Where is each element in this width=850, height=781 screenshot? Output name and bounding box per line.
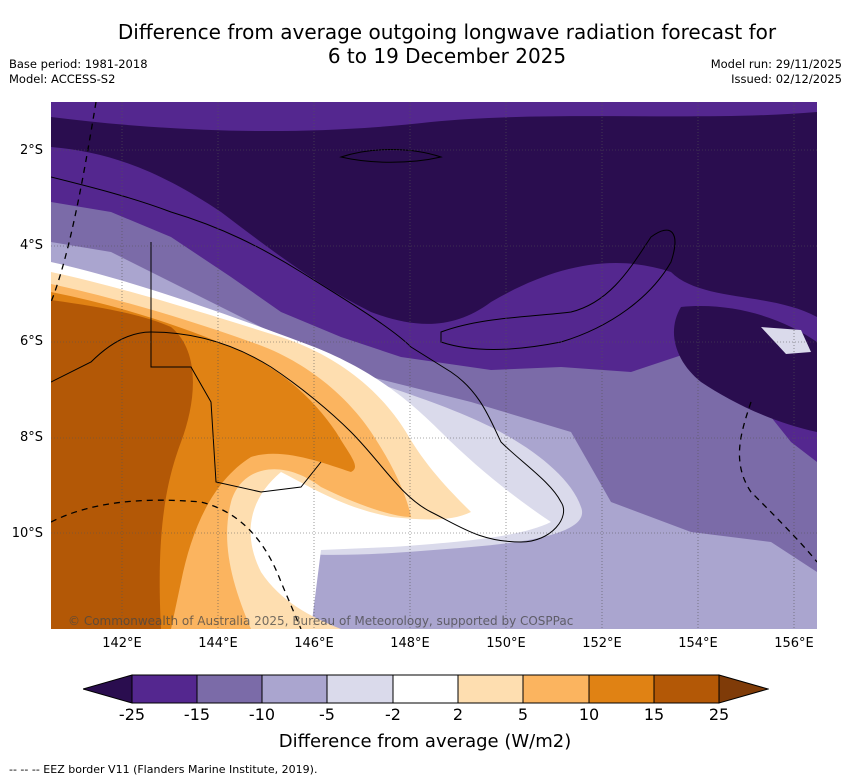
coastline bbox=[51, 176, 564, 543]
new-ireland-outline bbox=[339, 149, 443, 163]
band-15-to-25 bbox=[51, 300, 193, 629]
colorbar-tick: 15 bbox=[643, 705, 665, 724]
colorbar-tick: -15 bbox=[183, 705, 211, 724]
copyright-notice: © Commonwealth of Australia 2025, Bureau… bbox=[68, 614, 574, 628]
meta-left: Base period: 1981-2018 Model: ACCESS-S2 bbox=[9, 57, 148, 87]
lat-label: 2°S bbox=[19, 143, 43, 158]
colorbar-cell bbox=[392, 674, 459, 704]
colorbar-cell bbox=[653, 674, 720, 704]
colorbar-cell bbox=[718, 674, 769, 704]
issued-date: Issued: 02/12/2025 bbox=[731, 72, 842, 86]
meta-right: Model run: 29/11/2025 Issued: 02/12/2025 bbox=[711, 57, 842, 87]
eez-border bbox=[738, 401, 817, 563]
colorbar-tick: 10 bbox=[578, 705, 600, 724]
model-run: Model run: 29/11/2025 bbox=[710, 57, 842, 71]
colorbar-tick: 25 bbox=[708, 705, 730, 724]
lon-label: 150°E bbox=[486, 636, 526, 651]
colorbar bbox=[83, 674, 769, 704]
title-line-2: 6 to 19 December 2025 bbox=[327, 44, 567, 68]
lon-label: 156°E bbox=[774, 636, 814, 651]
gridlines bbox=[51, 102, 817, 629]
colorbar-cell bbox=[261, 674, 328, 704]
colorbar-tick: -5 bbox=[319, 705, 335, 724]
colorbar-cell bbox=[588, 674, 655, 704]
colorbar-cell bbox=[522, 674, 590, 704]
chart-title: Difference from average outgoing longwav… bbox=[0, 20, 850, 68]
colorbar-cell bbox=[131, 674, 198, 704]
lon-label: 152°E bbox=[582, 636, 622, 651]
lon-label: 154°E bbox=[678, 636, 718, 651]
new-britain-outline bbox=[440, 229, 676, 350]
band-below-minus25 bbox=[51, 112, 817, 324]
olr-map bbox=[51, 102, 817, 629]
lon-label: 144°E bbox=[198, 636, 238, 651]
colorbar-tick: -25 bbox=[118, 705, 146, 724]
lat-label: 4°S bbox=[19, 238, 43, 253]
model-name: Model: ACCESS-S2 bbox=[9, 72, 116, 86]
colorbar-cell bbox=[83, 674, 133, 704]
colorbar-title: Difference from average (W/m2) bbox=[278, 731, 572, 752]
colorbar-cell bbox=[457, 674, 524, 704]
lon-label: 148°E bbox=[390, 636, 430, 651]
eez-footnote: -- -- -- EEZ border V11 (Flanders Marine… bbox=[9, 763, 318, 776]
colorbar-cell bbox=[196, 674, 263, 704]
lon-label: 142°E bbox=[102, 636, 142, 651]
lat-label: 8°S bbox=[19, 430, 43, 445]
band-minus2-to-minus5-east bbox=[761, 327, 811, 354]
colorbar-tick: -10 bbox=[248, 705, 276, 724]
colorbar-tick: -2 bbox=[385, 705, 401, 724]
lon-label: 146°E bbox=[294, 636, 334, 651]
colorbar-tick: 2 bbox=[452, 705, 464, 724]
lat-label: 10°S bbox=[11, 526, 43, 541]
lat-label: 6°S bbox=[19, 334, 43, 349]
colorbar-tick: 5 bbox=[517, 705, 529, 724]
title-line-1: Difference from average outgoing longwav… bbox=[117, 20, 777, 44]
base-period: Base period: 1981-2018 bbox=[9, 57, 148, 71]
colorbar-cell bbox=[326, 674, 394, 704]
eez-border bbox=[51, 102, 97, 303]
border-line bbox=[150, 242, 322, 493]
